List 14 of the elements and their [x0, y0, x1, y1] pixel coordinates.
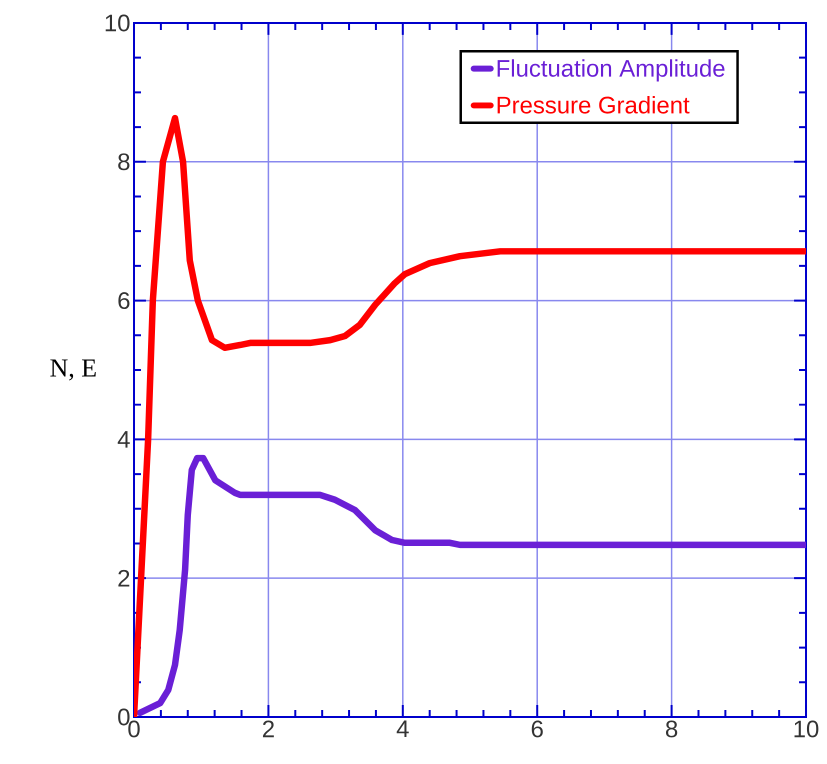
- x-tick-label: 8: [666, 720, 678, 738]
- y-tick-label: 10: [106, 14, 130, 32]
- legend-label: Pressure Gradient: [498, 96, 690, 114]
- y-tick-label: 2: [118, 570, 130, 587]
- x-tick-label: 10: [794, 720, 818, 738]
- x-tick-label: 6: [532, 720, 543, 738]
- x-tick-label: 2: [262, 720, 274, 738]
- y-tick-label: 6: [118, 292, 130, 310]
- y-tick-label: 0: [118, 708, 130, 726]
- y-axis-title: N, E: [50, 360, 96, 380]
- y-tick-label: 4: [118, 431, 130, 448]
- legend-label: Fluctuation Amplitude: [498, 59, 724, 82]
- x-tick-label: 4: [396, 720, 409, 737]
- y-tick-label: 8: [118, 153, 130, 170]
